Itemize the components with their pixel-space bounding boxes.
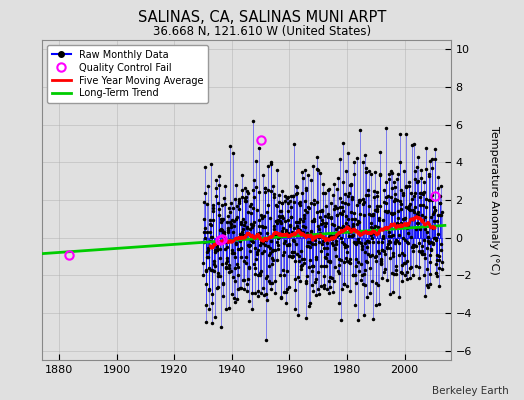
- Legend: Raw Monthly Data, Quality Control Fail, Five Year Moving Average, Long-Term Tren: Raw Monthly Data, Quality Control Fail, …: [47, 45, 208, 103]
- Y-axis label: Temperature Anomaly (°C): Temperature Anomaly (°C): [489, 126, 499, 274]
- Text: Berkeley Earth: Berkeley Earth: [432, 386, 508, 396]
- Text: 36.668 N, 121.610 W (United States): 36.668 N, 121.610 W (United States): [153, 25, 371, 38]
- Text: SALINAS, CA, SALINAS MUNI ARPT: SALINAS, CA, SALINAS MUNI ARPT: [138, 10, 386, 25]
